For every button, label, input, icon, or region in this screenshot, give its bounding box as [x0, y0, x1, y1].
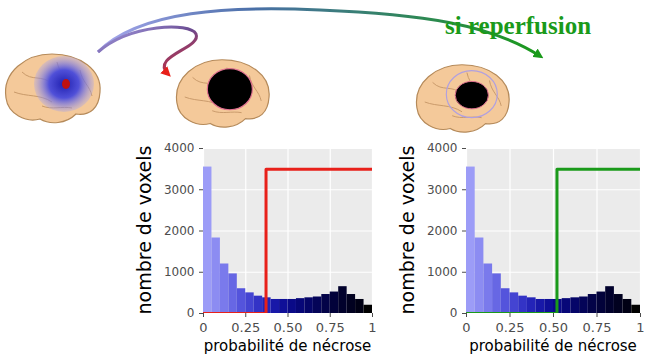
svg-text:2000: 2000 — [427, 224, 458, 238]
svg-text:1: 1 — [636, 320, 644, 335]
svg-text:0.50: 0.50 — [539, 320, 568, 335]
html-text:nombre de voxels: nombre de voxels — [396, 145, 418, 314]
html-text:probabilité de nécrose: probabilité de nécrose — [469, 337, 637, 355]
svg-text:0.75: 0.75 — [583, 320, 612, 335]
svg-text:1000: 1000 — [427, 265, 458, 279]
svg-text:0.50: 0.50 — [274, 320, 303, 335]
svg-text:0.25: 0.25 — [231, 320, 260, 335]
svg-text:4000: 4000 — [427, 141, 458, 155]
svg-text:0.25: 0.25 — [496, 320, 525, 335]
svg-text:4000: 4000 — [164, 141, 195, 155]
svg-text:0: 0 — [450, 306, 458, 320]
svg-text:2000: 2000 — [164, 224, 195, 238]
html-text:si reperfusion: si reperfusion — [445, 12, 592, 39]
svg-text:1000: 1000 — [164, 265, 195, 279]
svg-text:3000: 3000 — [427, 183, 458, 197]
svg-text:1: 1 — [368, 320, 376, 335]
svg-text:0: 0 — [187, 306, 195, 320]
svg-text:3000: 3000 — [164, 183, 195, 197]
html-text:nombre de voxels: nombre de voxels — [133, 145, 155, 314]
svg-text:0.75: 0.75 — [316, 320, 345, 335]
svg-text:0: 0 — [462, 320, 470, 335]
svg-text:0: 0 — [199, 320, 207, 335]
html-text:probabilité de nécrose: probabilité de nécrose — [203, 337, 372, 355]
